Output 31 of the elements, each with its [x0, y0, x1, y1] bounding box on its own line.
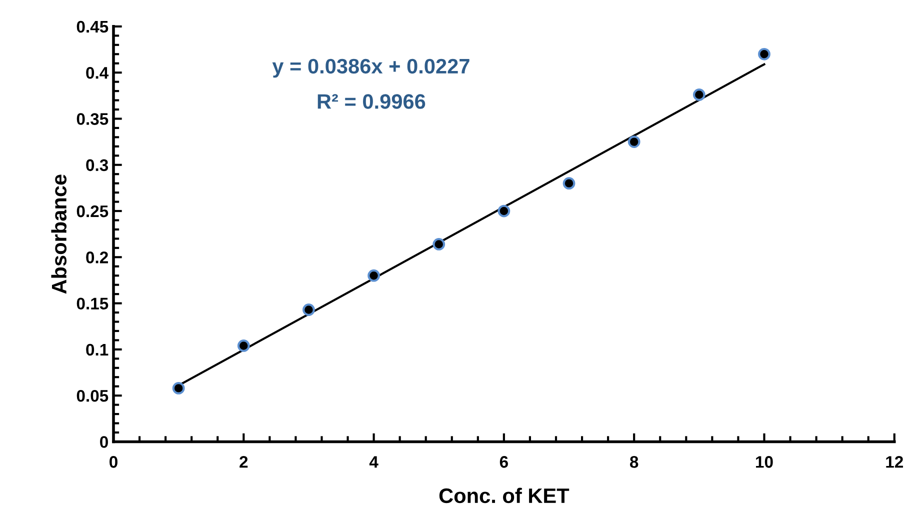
annotation: R² = 0.9966: [318, 94, 426, 109]
y-axis-title: Absorbance: [51, 174, 67, 294]
y-tick-label: 0.45: [76, 20, 108, 33]
x-tick-label: 6: [500, 456, 508, 468]
y-tick-label: 0.35: [76, 113, 108, 125]
point: [498, 204, 510, 218]
y-tick-label: 0.05: [76, 390, 108, 402]
point: [692, 88, 706, 101]
x-tick-label: 4: [369, 456, 378, 468]
point: [758, 48, 770, 60]
x-axis-title: Conc. of KET: [439, 488, 570, 504]
annotation: y = 0.0386x + 0.0227: [272, 58, 470, 78]
y-tick-label: 0.25: [76, 205, 108, 218]
y-tick-label: 0.15: [76, 298, 108, 310]
x-tick-label: 12: [886, 456, 903, 468]
y-tick-label: 0.1: [86, 344, 108, 356]
y-tick-label: 0.4: [86, 66, 109, 79]
x-tick-label: 10: [756, 456, 773, 468]
x-tick-label: 2: [240, 456, 248, 468]
point: [172, 382, 185, 394]
point: [237, 340, 250, 352]
point: [628, 136, 640, 148]
point: [562, 177, 576, 190]
point: [432, 238, 446, 250]
x-tick-label: 8: [630, 456, 638, 468]
point: [302, 304, 315, 316]
y-tick-label: 0.3: [86, 159, 108, 172]
point: [368, 269, 380, 282]
y-tick-label: 0: [100, 436, 108, 448]
y-tick-label: 0.2: [86, 252, 108, 264]
x-tick-label: 0: [110, 456, 118, 468]
